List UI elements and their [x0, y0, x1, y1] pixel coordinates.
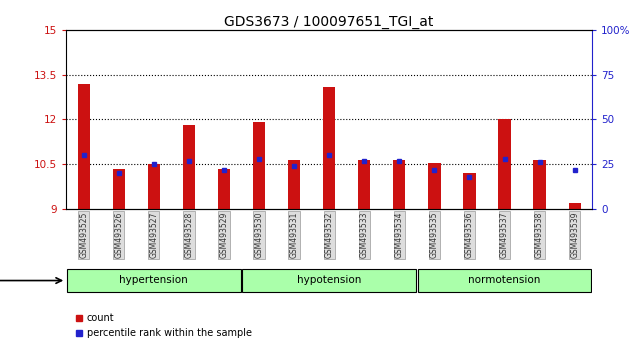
Text: hypertension: hypertension	[120, 275, 188, 285]
Bar	[147, 164, 160, 209]
Bar	[358, 160, 370, 209]
Text: GSM493535: GSM493535	[430, 212, 439, 258]
Text: GSM493526: GSM493526	[114, 212, 123, 258]
Bar	[534, 160, 546, 209]
Bar	[568, 203, 581, 209]
Text: GSM493539: GSM493539	[570, 212, 579, 258]
Text: GSM493531: GSM493531	[290, 212, 299, 258]
Text: GSM493534: GSM493534	[395, 212, 404, 258]
Title: GDS3673 / 100097651_TGI_at: GDS3673 / 100097651_TGI_at	[224, 15, 434, 29]
Text: GSM493525: GSM493525	[79, 212, 88, 258]
Bar	[498, 120, 511, 209]
Text: GSM493530: GSM493530	[255, 212, 263, 258]
Bar	[288, 160, 301, 209]
FancyBboxPatch shape	[242, 269, 416, 292]
Text: GSM493538: GSM493538	[535, 212, 544, 258]
Text: GSM493537: GSM493537	[500, 212, 509, 258]
Bar	[113, 169, 125, 209]
Text: GSM493533: GSM493533	[360, 212, 369, 258]
Legend: count, percentile rank within the sample: count, percentile rank within the sample	[71, 309, 255, 342]
Bar	[183, 125, 195, 209]
Text: GSM493529: GSM493529	[219, 212, 229, 258]
FancyBboxPatch shape	[418, 269, 592, 292]
Bar	[253, 122, 265, 209]
Text: GSM493528: GSM493528	[185, 212, 193, 258]
Bar	[393, 160, 406, 209]
Text: GSM493527: GSM493527	[149, 212, 158, 258]
Text: normotension: normotension	[468, 275, 541, 285]
Text: GSM493536: GSM493536	[465, 212, 474, 258]
Bar	[218, 169, 230, 209]
Bar	[428, 163, 440, 209]
Bar	[323, 87, 335, 209]
Text: GSM493532: GSM493532	[324, 212, 334, 258]
Text: hypotension: hypotension	[297, 275, 362, 285]
FancyBboxPatch shape	[67, 269, 241, 292]
Bar	[77, 84, 90, 209]
Bar	[463, 173, 476, 209]
